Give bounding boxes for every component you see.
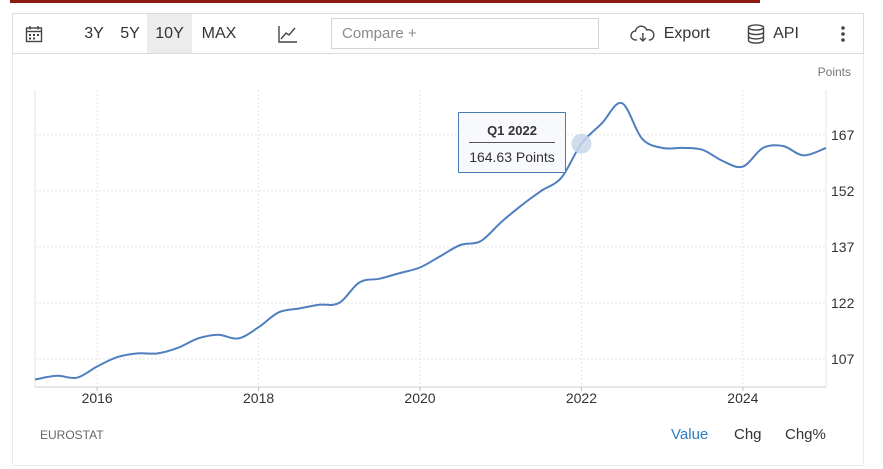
cloud-download-icon xyxy=(630,25,655,42)
export-button[interactable]: Export xyxy=(630,14,710,53)
data-source-label: EUROSTAT xyxy=(40,428,104,442)
highlight-marker xyxy=(571,133,592,154)
x-tick-label: 2016 xyxy=(82,390,113,406)
view-tab-chg-percent[interactable]: Chg% xyxy=(785,426,826,443)
tooltip-value: 164.63 Points xyxy=(469,149,555,165)
chart-toolbar: 3Y 5Y 10Y MAX Export API xyxy=(12,13,864,54)
y-tick-label: 107 xyxy=(831,351,855,367)
data-tooltip: Q1 2022 164.63 Points xyxy=(458,112,566,173)
x-tick-label: 2022 xyxy=(566,390,597,406)
y-tick-label: 137 xyxy=(831,239,855,255)
range-5y-button[interactable]: 5Y xyxy=(120,24,140,42)
range-max-button[interactable]: MAX xyxy=(201,24,237,42)
range-10y-button[interactable]: 10Y xyxy=(147,14,192,53)
range-3y-button[interactable]: 3Y xyxy=(84,24,104,42)
tooltip-period: Q1 2022 xyxy=(487,123,537,138)
tooltip-divider xyxy=(469,142,555,143)
compare-input[interactable] xyxy=(331,18,599,49)
x-tick-label: 2018 xyxy=(243,390,274,406)
api-button[interactable]: API xyxy=(746,14,800,53)
line-chart-icon xyxy=(278,25,297,43)
more-vertical-icon xyxy=(841,25,845,42)
view-tab-value[interactable]: Value xyxy=(671,426,709,443)
view-tab-chg[interactable]: Chg xyxy=(734,426,762,443)
chart-type-button[interactable] xyxy=(277,14,299,53)
top-banner-strip xyxy=(10,0,760,3)
y-axis-unit-label: Points xyxy=(817,65,851,79)
calendar-button[interactable] xyxy=(23,14,45,53)
calendar-icon xyxy=(25,25,43,42)
series-line xyxy=(34,101,827,381)
database-icon xyxy=(747,23,765,44)
y-tick-label: 122 xyxy=(831,295,855,311)
chart-panel xyxy=(12,54,864,466)
export-label: Export xyxy=(663,24,710,42)
api-label: API xyxy=(773,24,799,42)
y-tick-label: 167 xyxy=(831,127,855,143)
x-tick-label: 2020 xyxy=(404,390,435,406)
x-tick-label: 2024 xyxy=(727,390,758,406)
more-options-button[interactable] xyxy=(833,14,853,53)
y-tick-label: 152 xyxy=(831,183,855,199)
